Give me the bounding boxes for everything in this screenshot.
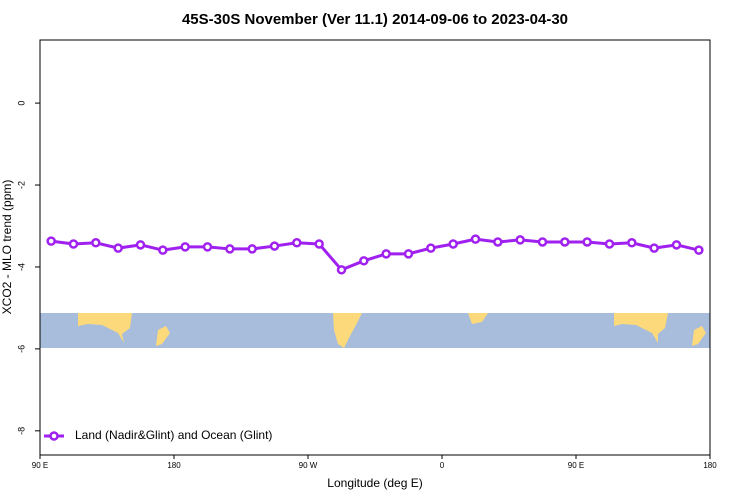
land xyxy=(692,326,706,346)
plot-frame xyxy=(39,39,711,456)
y-tick-label: -8 xyxy=(16,427,26,435)
data-point xyxy=(336,265,347,275)
legend-marker xyxy=(49,431,59,441)
land xyxy=(614,313,668,343)
y-axis-label: XCO2 - MLO trend (ppm) xyxy=(0,180,14,315)
data-point xyxy=(671,240,682,250)
x-tick-label: 180 xyxy=(167,461,181,470)
data-point xyxy=(292,238,302,248)
data-point xyxy=(604,239,615,249)
legend-label: Land (Nadir&Glint) and Ocean (Glint) xyxy=(75,428,272,442)
data-point xyxy=(448,239,458,249)
data-point xyxy=(158,245,168,255)
y-tick-label: -2 xyxy=(16,181,26,189)
data-point xyxy=(314,239,324,249)
land xyxy=(156,326,170,346)
y-tick-label: 0 xyxy=(16,101,26,106)
x-tick-label: 180 xyxy=(703,461,717,470)
land xyxy=(468,313,488,324)
data-point xyxy=(694,245,704,255)
data-point xyxy=(135,240,146,250)
data-point xyxy=(426,243,436,253)
x-tick-label: 90 W xyxy=(299,461,318,470)
data-point xyxy=(91,238,101,248)
map-band xyxy=(40,313,710,348)
data-point xyxy=(247,244,257,254)
data-point xyxy=(627,238,637,248)
x-axis-label: Longitude (deg E) xyxy=(327,476,422,490)
data-point xyxy=(403,249,414,259)
data-point xyxy=(225,244,235,254)
ocean xyxy=(40,313,710,348)
data-point xyxy=(381,249,391,259)
data-point xyxy=(493,237,503,247)
land xyxy=(78,313,132,343)
data-point xyxy=(180,242,190,252)
data-point xyxy=(269,241,280,251)
chart-title: 45S-30S November (Ver 11.1) 2014-09-06 t… xyxy=(182,11,568,28)
x-tick-label: 90 E xyxy=(32,461,48,470)
data-point xyxy=(68,239,79,249)
data-point xyxy=(515,235,525,245)
land xyxy=(333,313,362,348)
y-tick-label: -4 xyxy=(16,263,26,271)
x-tick-label: 0 xyxy=(440,461,445,470)
data-point xyxy=(46,236,56,246)
x-tick-label: 90 E xyxy=(568,461,584,470)
data-point xyxy=(537,237,548,247)
data-point xyxy=(649,243,659,253)
data-point xyxy=(359,256,369,266)
data-point xyxy=(113,243,123,253)
data-point xyxy=(560,237,570,247)
data-point xyxy=(202,242,213,252)
y-tick-label: -6 xyxy=(16,345,26,353)
data-point xyxy=(582,237,592,247)
data-point xyxy=(470,234,481,244)
